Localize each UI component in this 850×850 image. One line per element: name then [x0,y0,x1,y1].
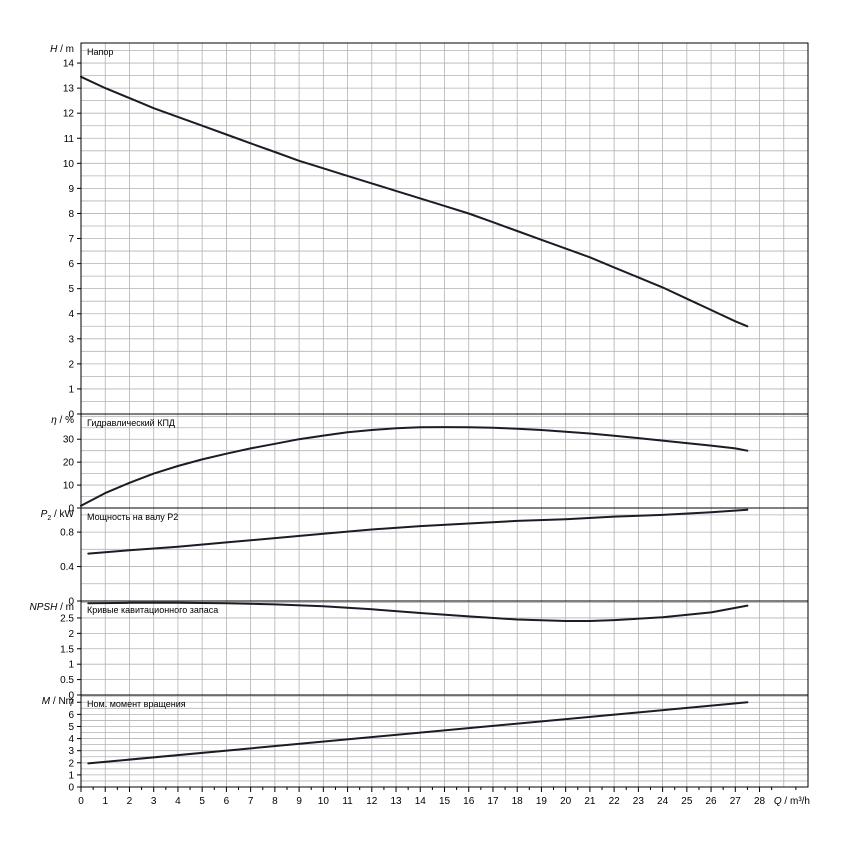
x-axis-unit: / m³/h [782,796,810,807]
frame-layer [77,42,809,792]
curve-layer [80,75,749,765]
x-tick-label: 13 [390,796,402,807]
x-tick-label: 0 [78,796,84,807]
y-tick-label: 1 [68,770,74,781]
panel-title-npsh: Кривые кавитационного запаса [87,605,218,615]
y-tick-label: 10 [63,481,75,492]
x-axis-label: Q / m³/h [774,796,810,807]
x-tick-label: 24 [657,796,669,807]
x-tick-label: 20 [560,796,572,807]
x-tick-label: 28 [754,796,766,807]
y-tick-label: 1 [68,660,74,671]
x-tick-label: 11 [342,796,353,807]
y-tick-label: 4 [68,734,74,745]
x-tick-label: 3 [151,796,157,807]
y-tick-label: 20 [63,458,75,469]
y-axis-label-efficiency: η / % [51,415,74,426]
y-axis-var: P [41,509,48,520]
x-tick-label: 18 [512,796,524,807]
grid-layer [81,43,808,787]
y-tick-label: 0.4 [60,562,74,573]
x-tick-label: 10 [318,796,330,807]
y-tick-label: 10 [63,159,75,170]
y-tick-label: 6 [68,259,74,270]
y-tick-label: 5 [68,284,74,295]
y-axis-label-npsh: NPSH / m [30,602,74,613]
x-tick-label: 27 [730,796,742,807]
y-tick-label: 0 [68,691,74,702]
y-axis-var: η [51,415,57,426]
x-tick-label: 14 [415,796,427,807]
y-tick-label: 7 [68,234,74,245]
panel-title-head: Напор [87,47,113,57]
y-tick-label: 2.5 [60,613,74,624]
y-tick-label: 1 [68,384,74,395]
y-tick-label: 6 [68,710,74,721]
y-tick-label: 2 [68,359,74,370]
y-tick-label: 13 [63,84,75,95]
panel-title-efficiency: Гидравлический КПД [87,418,175,428]
x-tick-label: 6 [224,796,230,807]
y-tick-label: 9 [68,184,74,195]
curve-head [80,75,749,328]
x-tick-label: 16 [463,796,475,807]
y-axis-unit: / % [57,415,74,426]
y-tick-label: 8 [68,209,74,220]
curve-npsh [87,601,749,622]
y-axis-var-subscript: 2 [47,515,51,522]
x-tick-label: 23 [633,796,645,807]
y-tick-label: 2 [68,758,74,769]
y-tick-label: 0.8 [60,528,74,539]
y-tick-label: 7 [68,698,74,709]
y-tick-label: 12 [63,109,75,120]
y-tick-label: 3 [68,746,74,757]
y-axis-unit: / m [57,602,74,613]
x-tick-label: 15 [439,796,451,807]
y-axis-label-torque: M / Nm [42,696,74,707]
y-axis-label-head: H / m [50,44,74,55]
y-tick-label: 5 [68,722,74,733]
panel-title-power: Мощность на валу P2 [87,512,178,522]
x-tick-label: 5 [199,796,205,807]
y-axis-var: M [42,696,51,707]
y-tick-label: 14 [63,59,75,70]
y-axis-unit: / Nm [50,696,74,707]
y-axis-label-power: P2 / kW [41,509,75,522]
y-axis-var: H [50,44,58,55]
x-tick-label: 8 [272,796,278,807]
y-tick-label: 11 [64,134,75,145]
x-tick-label: 2 [127,796,133,807]
y-tick-label: 0 [68,410,74,421]
x-tick-label: 12 [366,796,378,807]
y-tick-label: 4 [68,309,74,320]
y-tick-label: 2 [68,629,74,640]
x-tick-label: 25 [681,796,693,807]
x-tick-label: 1 [102,796,108,807]
x-tick-label: 9 [296,796,302,807]
y-tick-label: 1.5 [60,644,74,655]
x-tick-label: 22 [609,796,621,807]
x-axis-var: Q [774,796,782,807]
curve-power [87,508,749,555]
y-tick-label: 0 [68,504,74,515]
y-tick-label: 0 [68,597,74,608]
curve-efficiency [80,426,749,507]
y-axis-unit: / kW [51,509,74,520]
y-axis-unit: / m [57,44,74,55]
x-tick-label: 7 [248,796,254,807]
panel-title-torque: Ном. момент вращения [87,699,186,709]
y-tick-label: 30 [63,435,75,446]
x-tick-label: 26 [706,796,718,807]
curve-torque [87,701,749,765]
y-tick-label: 0.5 [60,675,74,686]
y-tick-label: 0 [68,783,74,794]
x-tick-label: 17 [487,796,499,807]
x-tick-label: 19 [536,796,548,807]
x-tick-label: 21 [584,796,596,807]
y-axis-var: NPSH [30,602,59,613]
y-tick-label: 3 [68,334,74,345]
x-tick-label: 4 [175,796,181,807]
